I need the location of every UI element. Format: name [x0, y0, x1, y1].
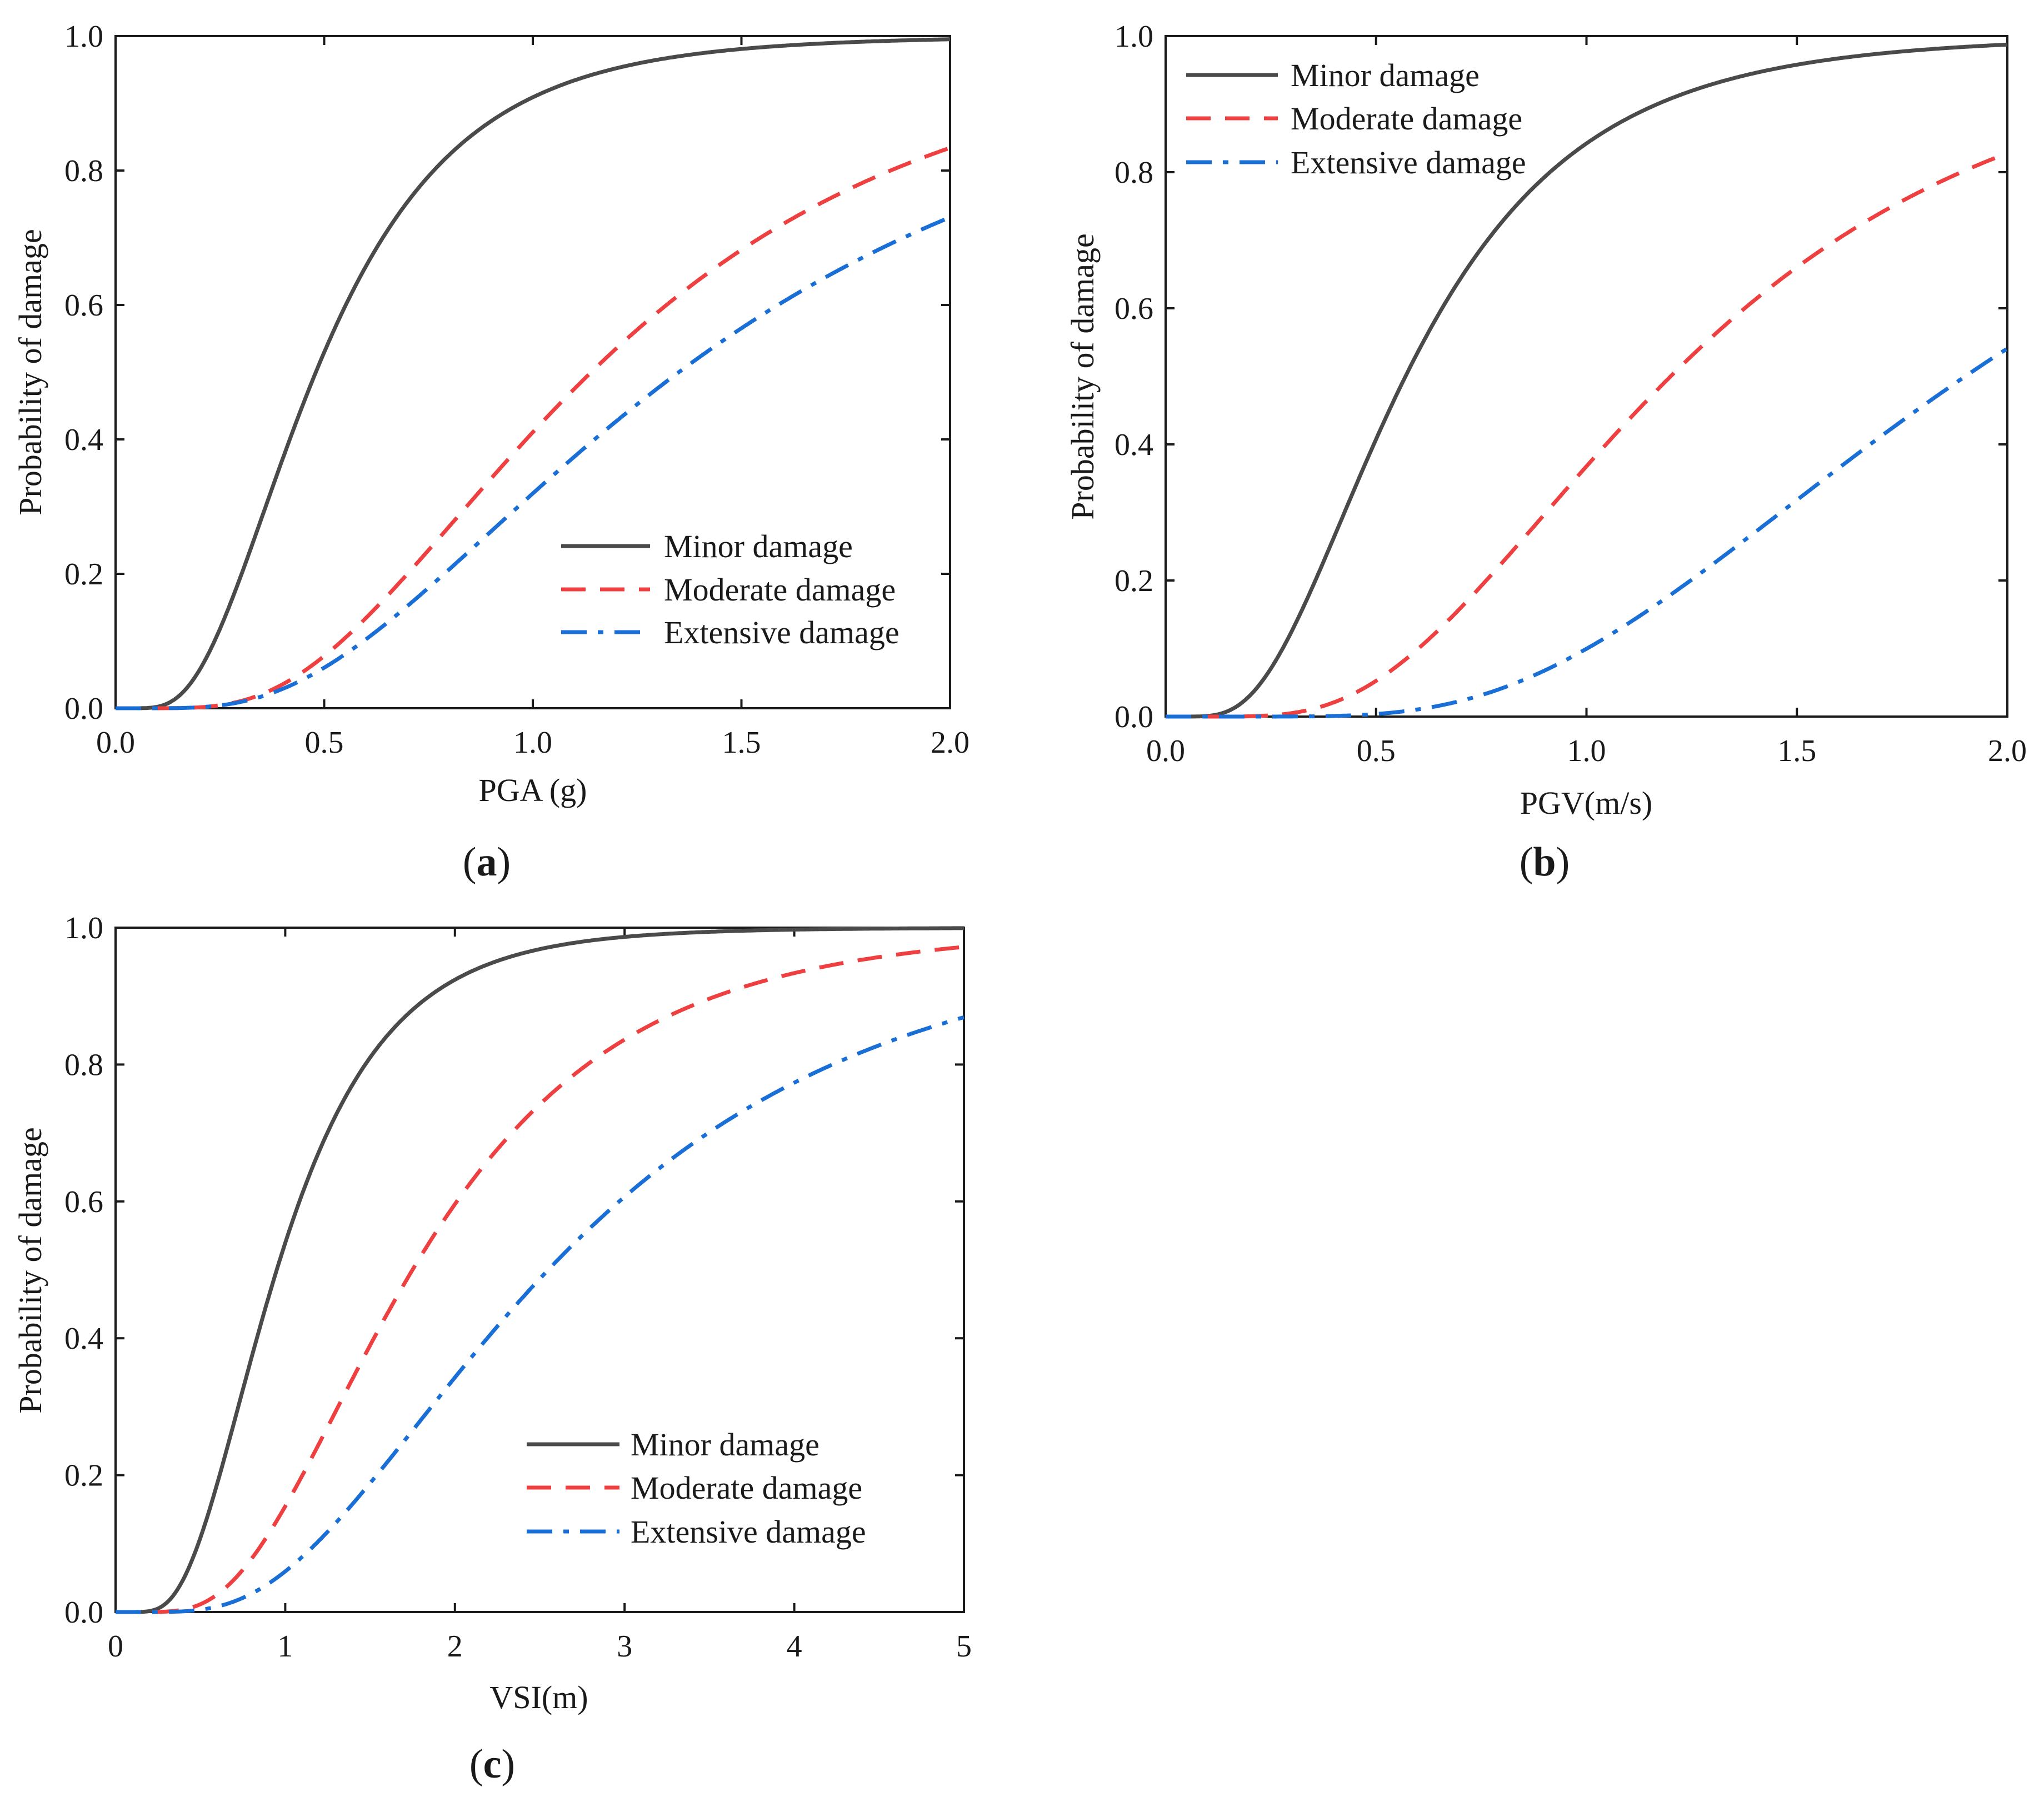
y-tick-label-c-3: 0.6 — [64, 1185, 103, 1219]
x-axis-title-c: VSI(m) — [489, 1679, 588, 1715]
y-tick-label-c-0: 0.0 — [64, 1595, 103, 1630]
plot-frame-b — [1165, 35, 2008, 718]
chart-panel-c: 0 1 2 3 4 5 0.0 0.2 0.4 0.6 0.8 1.0 Minor damage M… — [12, 911, 972, 1787]
x-tick-label-c-2: 2 — [447, 1629, 463, 1664]
y-tick-label-a-4: 0.8 — [64, 154, 103, 188]
x-tick-label-c-4: 4 — [787, 1629, 802, 1664]
x-tick-labels-b: 0.0 0.5 1.0 1.5 2.0 — [1146, 734, 2027, 768]
series-line-moderate-b — [1166, 151, 2008, 719]
x-tick-label-b-1: 0.5 — [1357, 734, 1396, 768]
legend-label-moderate-b: Moderate damage — [1291, 101, 1522, 137]
legend-a: Minor damage Moderate damage Extensive d… — [561, 528, 899, 650]
series-line-moderate-c — [116, 945, 964, 1614]
x-tick-labels-a: 0.0 0.5 1.0 1.5 2.0 — [96, 725, 969, 760]
series-line-minor-b — [1166, 42, 2008, 719]
y-tick-label-c-4: 0.8 — [64, 1048, 103, 1082]
x-tick-label-a-1: 0.5 — [305, 725, 344, 760]
x-tick-label-c-0: 0 — [108, 1629, 123, 1664]
panel-label-letter-b: b — [1533, 839, 1556, 885]
x-tick-label-c-1: 1 — [277, 1629, 293, 1664]
legend-label-minor-c: Minor damage — [631, 1426, 819, 1463]
y-tick-label-c-5: 1.0 — [64, 911, 103, 945]
y-tick-labels-b: 0.0 0.2 0.4 0.6 0.8 1.0 — [1115, 19, 1153, 734]
legend-label-minor-a: Minor damage — [664, 528, 853, 564]
x-tick-label-a-3: 1.5 — [722, 725, 761, 760]
y-tick-label-a-3: 0.6 — [64, 288, 103, 323]
series-line-minor-a — [116, 37, 951, 710]
legend-label-extensive-b: Extensive damage — [1291, 144, 1526, 181]
chart-panel-b: 0.0 0.5 1.0 1.5 2.0 0.0 0.2 0.4 0.6 0.8 1.0 Minor… — [1065, 19, 2027, 885]
y-tick-label-b-5: 1.0 — [1115, 19, 1153, 54]
panel-label-c: (c) — [469, 1741, 515, 1787]
x-ticks-a — [114, 36, 951, 708]
series-group-a — [116, 37, 951, 710]
series-line-extensive-c — [116, 1015, 964, 1614]
y-tick-label-b-3: 0.6 — [1115, 292, 1153, 326]
axis-box-b — [1165, 35, 2008, 718]
legend-label-moderate-c: Moderate damage — [631, 1470, 862, 1506]
legend-label-moderate-a: Moderate damage — [664, 572, 896, 608]
panel-label-letter-c: c — [483, 1741, 502, 1787]
y-tick-label-b-1: 0.2 — [1115, 564, 1153, 598]
y-tick-label-a-5: 1.0 — [64, 19, 103, 54]
y-tick-label-b-0: 0.0 — [1115, 700, 1153, 734]
series-line-moderate-a — [116, 146, 951, 710]
y-ticks-b — [1166, 35, 2007, 718]
y-axis-title-b: Probability of damage — [1065, 233, 1101, 519]
y-axis-title-c: Probability of damage — [12, 1127, 48, 1413]
y-axis-title-a: Probability of damage — [12, 229, 48, 515]
x-axis-title-b: PGV(m/s) — [1520, 785, 1652, 821]
y-tick-label-a-2: 0.4 — [64, 423, 103, 457]
x-tick-label-b-0: 0.0 — [1146, 734, 1185, 768]
series-line-minor-c — [116, 926, 964, 1614]
x-tick-label-b-3: 1.5 — [1777, 734, 1816, 768]
x-tick-labels-c: 0 1 2 3 4 5 — [108, 1629, 972, 1664]
legend-label-extensive-c: Extensive damage — [631, 1514, 866, 1550]
series-line-extensive-b — [1166, 347, 2008, 719]
y-tick-labels-a: 0.0 0.2 0.4 0.6 0.8 1.0 — [64, 19, 103, 726]
series-line-extensive-a — [116, 215, 951, 710]
y-tick-labels-c: 0.0 0.2 0.4 0.6 0.8 1.0 — [64, 911, 103, 1630]
series-group-c — [116, 926, 964, 1614]
axis-box-c — [114, 927, 965, 1613]
legend-c: Minor damage Moderate damage Extensive d… — [527, 1426, 866, 1550]
y-tick-label-a-1: 0.2 — [64, 557, 103, 592]
x-tick-label-c-3: 3 — [617, 1629, 632, 1664]
x-ticks-b — [1165, 36, 2008, 717]
y-ticks-a — [116, 35, 950, 709]
y-tick-label-c-1: 0.2 — [64, 1459, 103, 1493]
x-ticks-c — [114, 928, 965, 1612]
y-tick-label-c-2: 0.4 — [64, 1322, 103, 1356]
x-tick-label-b-4: 2.0 — [1988, 734, 2027, 768]
legend-b: Minor damage Moderate damage Extensive d… — [1186, 57, 1526, 181]
panel-label-letter-a: a — [477, 839, 497, 885]
x-tick-label-c-5: 5 — [956, 1629, 972, 1664]
x-axis-title-a: PGA (g) — [479, 772, 587, 808]
y-ticks-c — [116, 927, 964, 1613]
series-group-b — [1166, 42, 2008, 719]
panel-label-a: (a) — [463, 839, 511, 885]
y-tick-label-b-4: 0.8 — [1115, 156, 1153, 190]
x-tick-label-a-0: 0.0 — [96, 725, 135, 760]
legend-label-extensive-a: Extensive damage — [664, 614, 899, 650]
y-tick-label-b-2: 0.4 — [1115, 428, 1153, 462]
x-tick-label-a-4: 2.0 — [931, 725, 969, 760]
chart-panel-a: 0.0 0.5 1.0 1.5 2.0 0.0 0.2 0.4 0.6 0.8 1.0 Minor… — [12, 19, 969, 885]
y-tick-label-a-0: 0.0 — [64, 692, 103, 726]
legend-label-minor-b: Minor damage — [1291, 57, 1480, 93]
x-tick-label-b-2: 1.0 — [1567, 734, 1606, 768]
x-tick-label-a-2: 1.0 — [513, 725, 552, 760]
panel-label-b: (b) — [1520, 839, 1570, 885]
plot-frame-c — [114, 927, 965, 1613]
